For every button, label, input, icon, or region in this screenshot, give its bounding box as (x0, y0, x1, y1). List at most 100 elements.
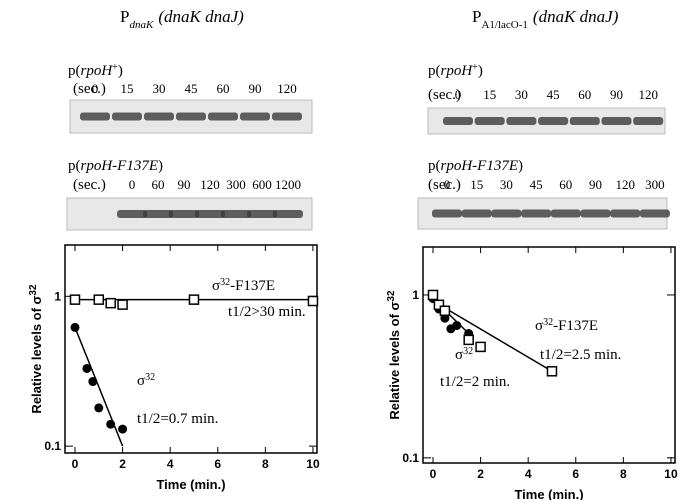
point (106, 419, 116, 429)
lane-label: 60 (217, 81, 230, 96)
text-part: (dnaK dnaJ) (533, 7, 619, 26)
point (439, 305, 451, 317)
gel-band (601, 117, 632, 125)
gel-band (633, 117, 664, 125)
x-tick-label: 10 (306, 457, 320, 471)
x-axis-label: Time (min.) (514, 487, 583, 500)
gel-band (112, 112, 142, 121)
point (69, 294, 81, 305)
text-part: ) (118, 63, 123, 79)
gel-band (521, 209, 552, 218)
point (94, 403, 104, 413)
text-part: (dnaK dnaJ) (158, 7, 244, 26)
gel-band (538, 117, 569, 125)
gel-band (569, 117, 600, 125)
x-tick-label: 6 (572, 467, 579, 481)
lane-label: 15 (470, 177, 483, 192)
text-part: Relative levels of σ (29, 295, 44, 413)
lane-label: 0 (455, 87, 462, 102)
annotation: t1/2=2.5 min. (540, 347, 621, 363)
lane-label: 30 (515, 87, 528, 102)
lane-label: 90 (589, 177, 602, 192)
y-axis-label: Relative levels of σ32 (386, 290, 403, 420)
text-part: t1/2=2 min. (440, 374, 510, 390)
lane-label: 60 (559, 177, 572, 192)
gel-label: p(rpoH+) (68, 62, 123, 80)
text-part: rpoH-F137E (441, 158, 519, 174)
gel-label: p(rpoH+) (428, 62, 483, 80)
lane-label: 0 (92, 81, 99, 96)
text-part: p( (68, 158, 81, 174)
lane-label: 0 (129, 177, 136, 192)
gel-band (443, 117, 473, 125)
text-part: -F137E (553, 318, 598, 334)
x-tick-label: 10 (664, 467, 678, 481)
plot-frame (64, 244, 318, 454)
lane-label: 300 (226, 177, 246, 192)
text-part: 32 (386, 290, 397, 302)
text-part: t1/2=2.5 min. (540, 347, 621, 363)
point (82, 363, 92, 373)
text-part: 32 (28, 284, 39, 296)
lane-label: 45 (185, 81, 198, 96)
plot-frame (422, 246, 676, 464)
text-part: σ (455, 347, 463, 363)
annotation: t1/2=2 min. (440, 374, 510, 390)
x-tick-label: 0 (72, 457, 79, 471)
y-tick-label: 1 (54, 289, 61, 303)
text-part: p( (428, 63, 441, 79)
lane-label: 90 (610, 87, 623, 102)
lane-label: 120 (615, 177, 635, 192)
text-part: p( (68, 63, 81, 79)
lane-label: 30 (500, 177, 513, 192)
x-tick-label: 4 (525, 467, 532, 481)
text-part: P (120, 7, 129, 26)
fit-line (432, 300, 553, 372)
lane-label: 120 (638, 87, 658, 102)
gel-band (240, 112, 270, 121)
gel-band (639, 209, 670, 218)
text-part: rpoH (81, 63, 114, 79)
gel-band (273, 210, 303, 218)
annotation: σ32-F137E (535, 317, 598, 335)
text-part: 32 (145, 372, 155, 383)
text-part: A1/lacO-1 (481, 19, 527, 31)
annotation: σ32-F137E (212, 277, 275, 295)
y-tick-label: 1 (412, 288, 419, 302)
text-part: Relative levels of σ (387, 301, 402, 419)
x-tick-label: 2 (477, 467, 484, 481)
x-tick-label: 8 (620, 467, 627, 481)
text-part: + (112, 62, 118, 73)
text-part: σ (212, 278, 220, 294)
point (88, 377, 98, 387)
annotation: t1/2=0.7 min. (137, 411, 218, 427)
point (188, 294, 200, 305)
point (118, 424, 128, 434)
text-part: 32 (220, 277, 230, 288)
text-part: t1/2=0.7 min. (137, 411, 218, 427)
gel-band (117, 210, 147, 218)
lane-label: 90 (178, 177, 191, 192)
gel-band (247, 210, 277, 218)
point (546, 366, 558, 377)
point (433, 299, 445, 311)
text-part: ) (158, 158, 163, 174)
x-tick-label: 4 (167, 457, 174, 471)
y-tick-label: 0.1 (44, 439, 61, 453)
text-part: t1/2>30 min. (228, 304, 306, 320)
lane-label: 120 (277, 81, 297, 96)
panel-heading: PA1/lacO-1 (dnaK dnaJ) (472, 7, 619, 31)
lane-label: 90 (249, 81, 262, 96)
fit-line (74, 327, 124, 447)
text-part: σ (137, 373, 145, 389)
gel-band (610, 209, 641, 218)
y-axis-label: Relative levels of σ32 (28, 284, 45, 414)
lane-label: 300 (645, 177, 665, 192)
text-part: 32 (463, 346, 473, 357)
text-part: p( (428, 158, 441, 174)
text-part: dnaK (129, 19, 154, 31)
lane-label: 45 (547, 87, 560, 102)
gel-band (208, 112, 238, 121)
x-tick-label: 2 (119, 457, 126, 471)
